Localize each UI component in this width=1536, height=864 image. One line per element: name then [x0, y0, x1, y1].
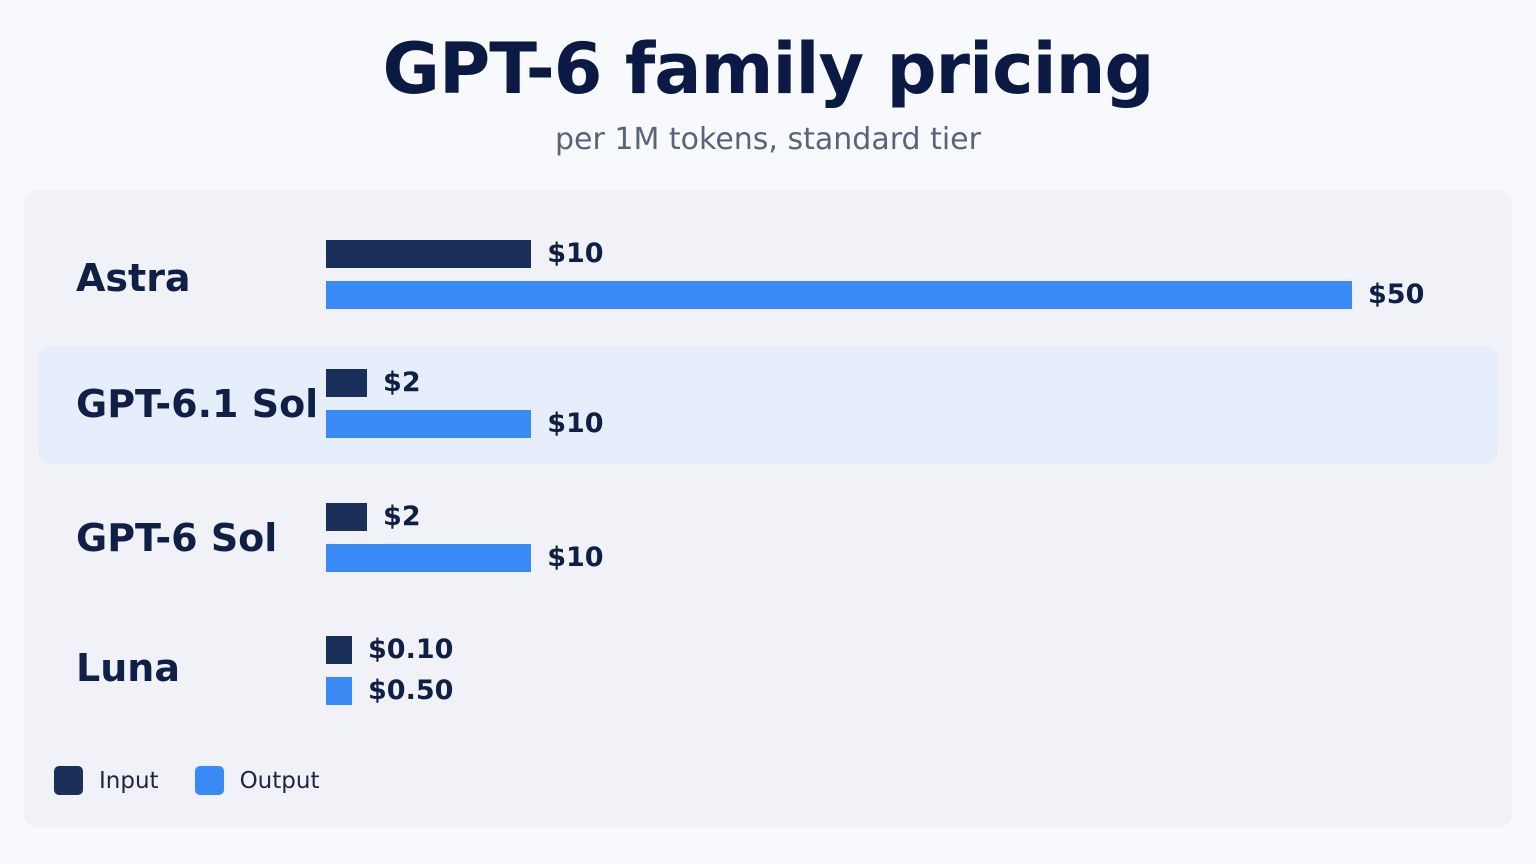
chart-subtitle: per 1M tokens, standard tier: [555, 122, 981, 157]
output-value-label: $0.50: [368, 675, 454, 706]
legend-swatch-input: [54, 766, 83, 795]
output-value-label: $50: [1368, 279, 1425, 310]
output-bar: [326, 281, 1352, 309]
highlighted-row: [38, 346, 1498, 464]
legend-label-output: Output: [239, 767, 320, 794]
output-bar: [326, 410, 532, 438]
model-label: Astra: [76, 256, 191, 300]
model-label: GPT-6 Sol: [76, 516, 278, 560]
input-value-label: $10: [547, 238, 604, 269]
legend-label-input: Input: [99, 767, 159, 794]
input-bar: [326, 503, 368, 531]
input-value-label: $2: [383, 367, 421, 398]
model-label: GPT-6.1 Sol: [76, 382, 319, 426]
input-value-label: $0.10: [368, 634, 454, 665]
output-value-label: $10: [547, 408, 604, 439]
legend-item-input: Input: [54, 766, 159, 795]
legend-item-output: Output: [194, 766, 320, 795]
chart-legend: Input Output: [54, 766, 355, 795]
chart-title: GPT-6 family pricing: [382, 28, 1154, 110]
input-value-label: $2: [383, 501, 421, 532]
input-bar: [326, 369, 368, 397]
input-bar: [326, 636, 352, 664]
legend-swatch-output: [194, 766, 224, 795]
output-bar: [326, 677, 352, 705]
model-label: Luna: [76, 646, 180, 690]
output-bar: [326, 544, 532, 572]
input-bar: [326, 240, 532, 268]
output-value-label: $10: [547, 542, 604, 573]
